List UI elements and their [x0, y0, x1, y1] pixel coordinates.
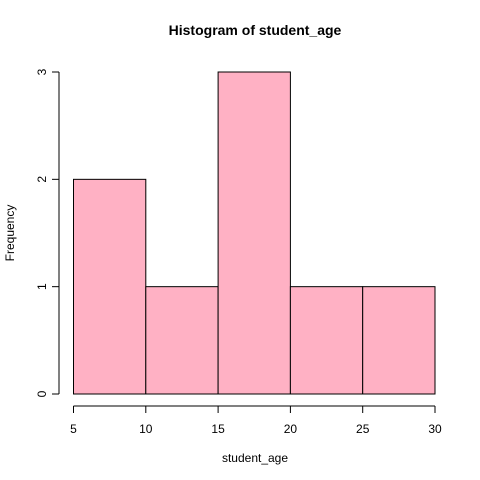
histogram-bar-1 [73, 178, 147, 395]
histogram-bar-3 [217, 71, 291, 395]
x-tick-label-25: 25 [356, 422, 370, 436]
bars-group [73, 71, 436, 395]
y-tick-label-0: 0 [35, 390, 49, 397]
x-tick-label-30: 30 [428, 422, 442, 436]
y-axis: 0 1 2 3 [35, 68, 60, 397]
histogram-bar-2 [145, 286, 219, 395]
y-tick-label-2: 2 [35, 176, 49, 183]
x-tick-label-20: 20 [284, 422, 298, 436]
x-tick-label-10: 10 [139, 422, 153, 436]
histogram-bar-4 [289, 286, 364, 395]
x-axis-label: student_age [222, 451, 288, 465]
x-tick-label-15: 15 [211, 422, 225, 436]
y-tick-label-3: 3 [35, 68, 49, 75]
histogram-bar-5 [362, 286, 436, 395]
y-tick-label-1: 1 [35, 283, 49, 290]
y-axis-label: Frequency [3, 205, 17, 262]
chart-title: Histogram of student_age [169, 22, 342, 38]
x-tick-label-5: 5 [70, 422, 77, 436]
x-axis: 5 10 15 20 25 30 [70, 405, 442, 436]
